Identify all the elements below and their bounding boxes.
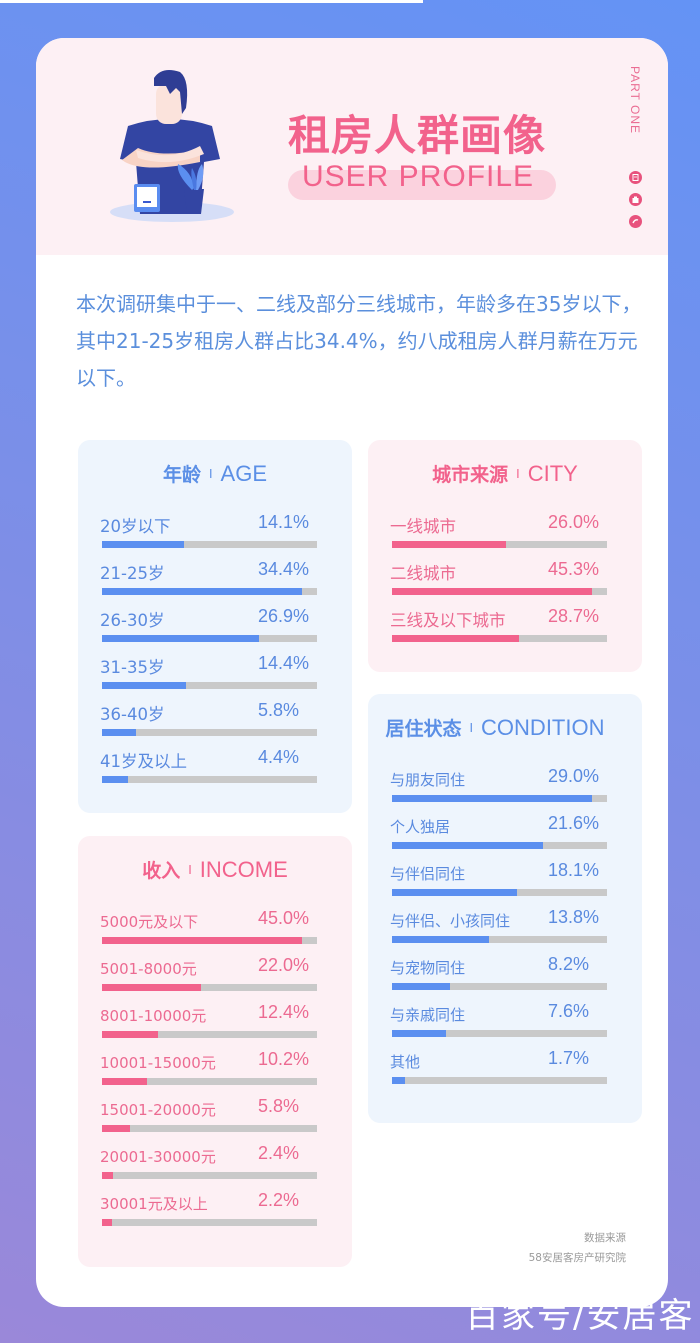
bar-fill <box>102 729 137 736</box>
bar-fill <box>102 984 201 991</box>
income-row: 30001元及以上 2.2% <box>100 1190 318 1235</box>
income-row: 10001-15000元 10.2% <box>100 1049 318 1094</box>
bar-fill <box>102 1031 158 1038</box>
income-row: 20001-30000元 2.4% <box>100 1143 318 1188</box>
condition-row: 其他 1.7% <box>390 1048 608 1093</box>
bar-fill <box>102 1219 112 1226</box>
bar-fill <box>392 983 451 990</box>
bar-fill <box>102 776 128 783</box>
bar-fill <box>392 588 592 595</box>
age-row: 36-40岁 5.8% <box>100 700 318 745</box>
bar-fill <box>102 635 259 642</box>
top-strip <box>0 0 423 3</box>
condition-row: 与朋友同住 29.0% <box>390 766 608 811</box>
data-source: 数据来源 58安居客房产研究院 <box>529 1228 626 1268</box>
age-row: 26-30岁 26.9% <box>100 606 318 651</box>
bar-fill <box>392 541 506 548</box>
bar-fill <box>102 937 302 944</box>
document-icon <box>629 171 642 184</box>
hero-header: 租房人群画像 USER PROFILE PART ONE <box>36 38 668 255</box>
bar-fill <box>392 1030 446 1037</box>
condition-row: 与宠物同住 8.2% <box>390 954 608 999</box>
city-row: 一线城市 26.0% <box>390 512 608 557</box>
income-panel-title: 收入 I INCOME <box>142 857 288 882</box>
condition-row: 与伴侣、小孩同住 13.8% <box>390 907 608 952</box>
age-panel-title: 年龄 I AGE <box>162 461 268 486</box>
city-panel-title: 城市来源 I CITY <box>432 461 578 486</box>
city-row: 二线城市 45.3% <box>390 559 608 604</box>
bar-fill <box>102 682 186 689</box>
age-row: 20岁以下 14.1% <box>100 512 318 557</box>
part-label: PART ONE <box>628 66 642 135</box>
bar-fill <box>102 541 184 548</box>
city-row: 三线及以下城市 28.7% <box>390 606 608 651</box>
link-icon <box>629 215 642 228</box>
bar-fill <box>102 1125 130 1132</box>
income-row: 5001-8000元 22.0% <box>100 955 318 1000</box>
condition-row: 与伴侣同住 18.1% <box>390 860 608 905</box>
age-row: 41岁及以上 4.4% <box>100 747 318 792</box>
age-row: 21-25岁 34.4% <box>100 559 318 604</box>
age-row: 31-35岁 14.4% <box>100 653 318 698</box>
income-row: 15001-20000元 5.8% <box>100 1096 318 1141</box>
income-row: 5000元及以下 45.0% <box>100 908 318 953</box>
page-subtitle: USER PROFILE <box>302 160 535 193</box>
person-illustration-icon <box>110 70 234 222</box>
city-panel: 城市来源 I CITY 一线城市 26.0% 二线城市 45.3% 三线及以下城市 28.… <box>368 440 642 672</box>
bar-fill <box>392 842 543 849</box>
source-name: 58安居客房产研究院 <box>528 1252 626 1264</box>
bar-fill <box>392 889 517 896</box>
bar-fill <box>392 795 592 802</box>
condition-row: 与亲戚同住 7.6% <box>390 1001 608 1046</box>
bar-fill <box>392 1077 405 1084</box>
condition-panel: 居住状态 I CONDITION 与朋友同住 29.0% 个人独居 21.6% 与伴侣同… <box>368 694 642 1123</box>
page-title: 租房人群画像 <box>288 111 547 160</box>
condition-panel-title: 居住状态 I CONDITION <box>385 715 605 740</box>
bar-fill <box>102 1078 148 1085</box>
bar-fill <box>392 635 519 642</box>
bar-fill <box>102 588 302 595</box>
age-panel: 年龄 I AGE 20岁以下 14.1% 21-25岁 34.4% 26-30岁 26.9… <box>78 440 352 813</box>
income-panel: 收入 I INCOME 5000元及以下 45.0% 5001-8000元 22.0% … <box>78 836 352 1267</box>
income-row: 8001-10000元 12.4% <box>100 1002 318 1047</box>
bar-fill <box>102 1172 113 1179</box>
title-pill <box>288 170 556 200</box>
condition-row: 个人独居 21.6% <box>390 813 608 858</box>
intro-paragraph: 本次调研集中于一、二线及部分三线城市，年龄多在35岁以下，其中21-25岁租房人… <box>76 292 642 390</box>
bar-fill <box>392 936 489 943</box>
source-label: 数据来源 <box>584 1232 626 1244</box>
building-icon <box>629 193 642 206</box>
